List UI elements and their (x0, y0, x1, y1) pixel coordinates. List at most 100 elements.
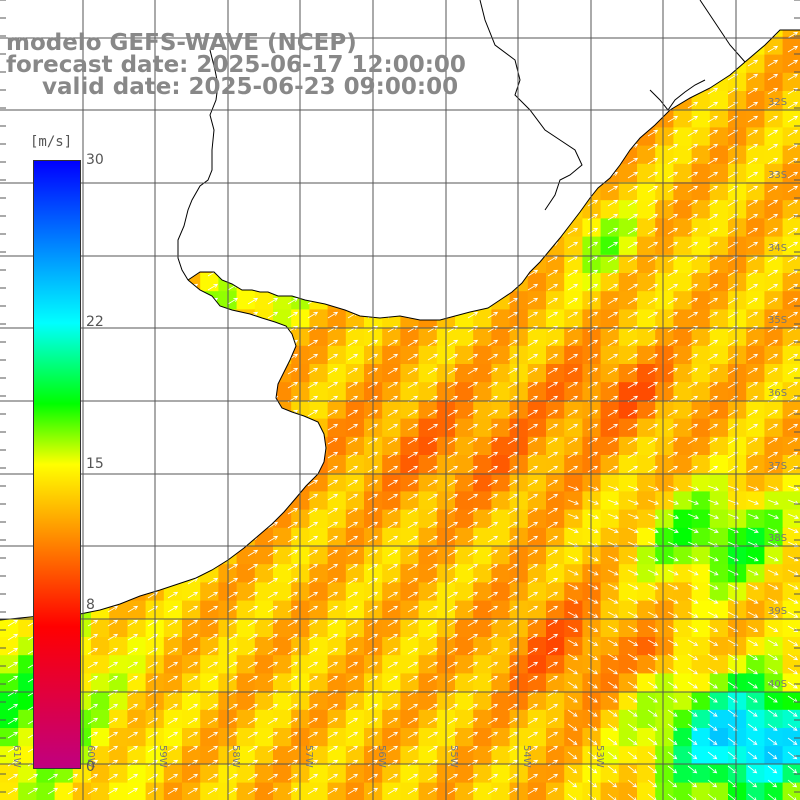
field-cell (0, 782, 19, 800)
field-cell (746, 145, 765, 165)
wind-arrow (707, 241, 719, 249)
field-cell (0, 691, 19, 711)
field-cell (637, 200, 656, 219)
wind-arrow (607, 765, 618, 774)
wind-arrow (107, 731, 119, 739)
field-cell (491, 709, 511, 729)
wind-arrow (787, 737, 798, 745)
field-cell (455, 436, 474, 456)
wind-arrow (587, 241, 599, 249)
wind-arrow (307, 731, 319, 739)
field-cell (236, 637, 256, 656)
field-cell (600, 291, 620, 310)
wind-arrow (707, 87, 719, 95)
field-cell (764, 673, 784, 693)
wind-arrow (687, 625, 699, 632)
wind-arrow (327, 325, 339, 333)
wind-arrow (607, 465, 619, 473)
field-cell (273, 582, 292, 602)
field-cell (655, 236, 674, 256)
field-cell (345, 637, 365, 656)
field-cell (382, 527, 401, 547)
wind-arrow (627, 157, 639, 165)
wind-arrow (707, 353, 719, 361)
field-cell (655, 364, 674, 383)
field-cell (782, 782, 800, 800)
wind-arrow (127, 661, 139, 669)
field-cell (691, 182, 711, 201)
wind-arrow (487, 353, 499, 361)
field-cell (291, 655, 310, 674)
wind-arrow (467, 339, 479, 347)
wind-arrow (527, 703, 539, 711)
field-cell (728, 509, 747, 529)
wind-arrow (167, 759, 179, 767)
field-cell (455, 418, 474, 438)
wind-arrow (787, 451, 799, 459)
field-cell (691, 546, 711, 565)
wind-arrow (747, 227, 759, 235)
field-cell (473, 527, 492, 547)
wind-arrow (747, 101, 759, 109)
wind-arrow (587, 367, 599, 375)
field-cell (691, 491, 711, 511)
field-cell (254, 582, 274, 602)
wind-arrow (607, 611, 619, 618)
wind-arrow (407, 731, 419, 739)
wind-arrow (607, 751, 618, 760)
wind-arrow (67, 773, 79, 781)
coastline-uruguay (187, 61, 746, 321)
wind-arrow (707, 723, 718, 731)
field-cell (655, 655, 674, 674)
field-cell (91, 691, 110, 711)
field-cell (418, 509, 438, 529)
wind-arrow (567, 339, 579, 347)
wind-arrow (707, 751, 718, 760)
wind-arrow (407, 689, 419, 697)
wind-arrow (327, 605, 339, 613)
field-cell (509, 618, 529, 638)
field-cell (418, 327, 438, 347)
wind-arrow (467, 311, 479, 319)
wind-arrow (507, 787, 519, 795)
wind-arrow (547, 507, 559, 515)
wind-arrow (227, 605, 239, 613)
wind-arrow (347, 437, 359, 445)
colorbar (33, 160, 81, 769)
field-cell (473, 709, 492, 729)
field-cell (600, 254, 620, 274)
wind-arrow (547, 647, 559, 655)
wind-arrow (527, 787, 539, 795)
wind-arrow (327, 353, 339, 361)
wind-arrow (747, 87, 759, 95)
wind-arrow (747, 765, 758, 774)
field-cell (400, 728, 420, 747)
field-cell (764, 600, 784, 620)
wind-arrow (587, 695, 598, 703)
colorbar-tick-label: 22 (86, 313, 104, 330)
wind-arrow (287, 521, 299, 529)
field-cell (182, 618, 201, 638)
wind-arrow (627, 765, 638, 774)
wind-arrow (227, 563, 239, 571)
wind-arrow (387, 521, 399, 529)
wind-arrow (647, 681, 658, 689)
field-cell (291, 527, 310, 547)
wind-arrow (87, 703, 99, 711)
wind-arrow (307, 591, 319, 599)
field-cell (273, 764, 292, 784)
wind-arrow (707, 101, 719, 109)
field-cell (254, 546, 274, 565)
wind-arrow (567, 437, 579, 445)
wind-arrow (767, 437, 779, 445)
wind-arrow (607, 499, 619, 505)
wind-arrow (247, 717, 259, 725)
wind-arrow (767, 101, 779, 109)
field-cell (455, 382, 474, 401)
field-cell (491, 655, 511, 674)
field-cell (618, 200, 638, 219)
wind-arrow (507, 381, 519, 389)
field-cell (254, 291, 274, 310)
field-cell (564, 345, 583, 365)
wind-arrow (647, 611, 659, 618)
